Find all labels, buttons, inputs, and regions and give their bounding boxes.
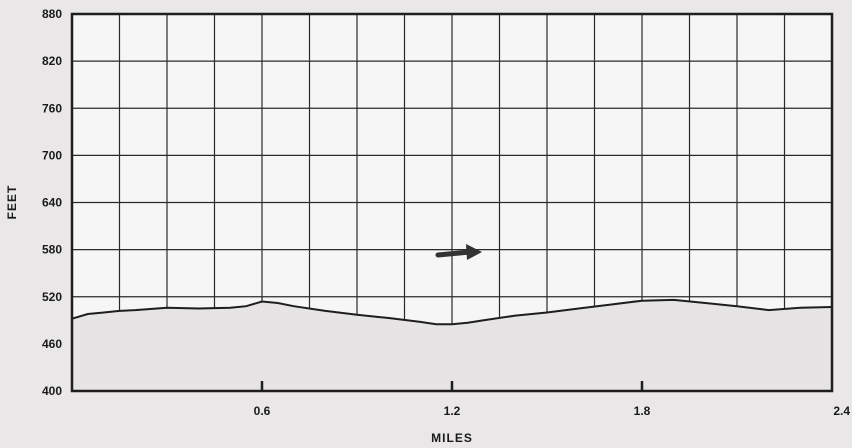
direction-arrow-icon (435, 244, 482, 260)
y-tick-label: 580 (42, 243, 62, 257)
y-tick-labels: 880 820 760 700 640 580 520 460 400 (42, 7, 62, 398)
y-tick-label: 880 (42, 7, 62, 21)
y-tick-label: 460 (42, 337, 62, 351)
elevation-area (72, 299, 832, 391)
y-tick-label: 520 (42, 290, 62, 304)
axis-ticks (260, 381, 644, 391)
y-tick-label: 640 (42, 196, 62, 210)
y-tick-label: 700 (42, 148, 62, 162)
x-axis-title: MILES (431, 431, 473, 445)
x-tick-label: 1.2 (444, 404, 461, 418)
y-tick-label: 820 (42, 54, 62, 68)
x-tick-label: 1.8 (634, 404, 651, 418)
y-tick-label: 400 (42, 384, 62, 398)
elevation-line (71, 298, 833, 326)
x-tick-label: 0.6 (254, 404, 271, 418)
x-tick-labels: 0.6 1.2 1.8 2.4 (254, 404, 851, 418)
x-tick-label: 2.4 (833, 404, 850, 418)
y-tick-label: 760 (42, 101, 62, 115)
y-axis-title: FEET (5, 185, 19, 220)
